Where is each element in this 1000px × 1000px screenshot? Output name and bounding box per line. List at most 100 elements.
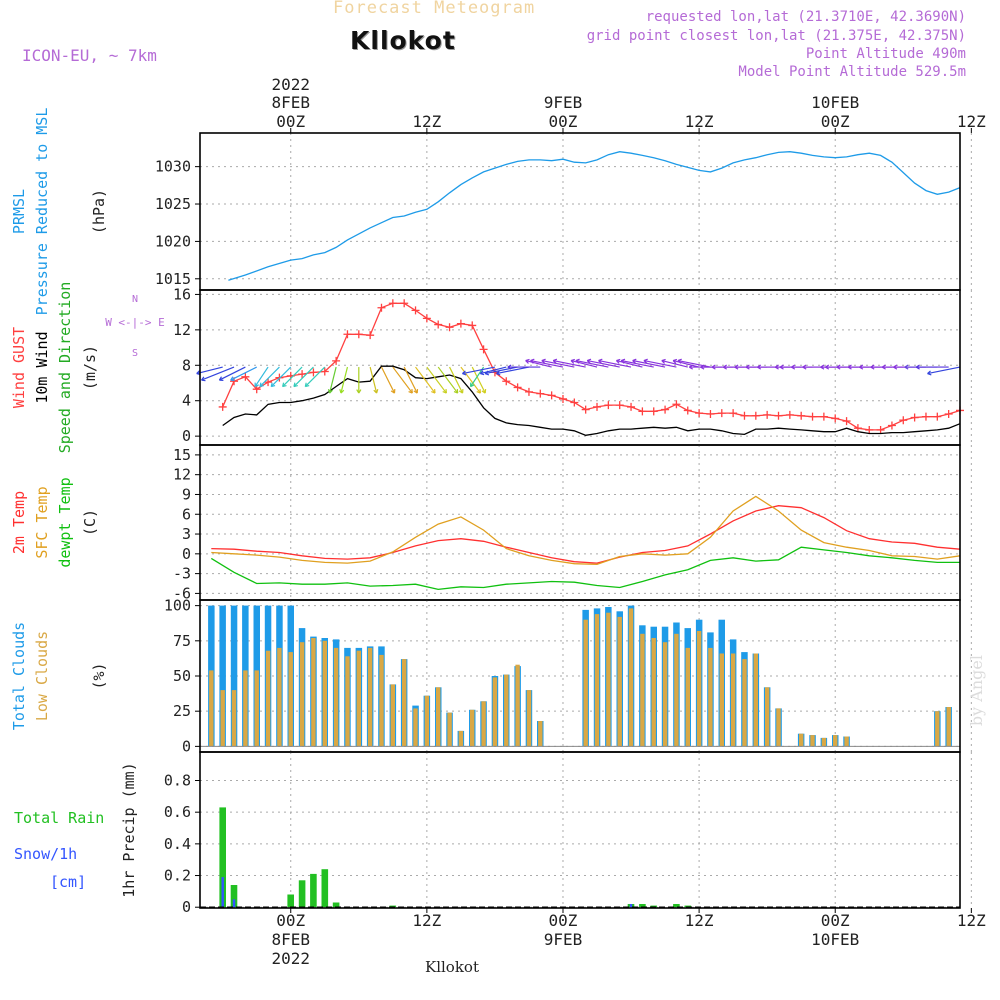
gust-marker	[831, 414, 840, 423]
wind-arrow-head	[390, 389, 396, 394]
compass-south: S	[132, 348, 138, 359]
wind-arrow-head	[570, 358, 575, 364]
low-cloud-bar	[674, 633, 679, 747]
top-date-label: 9FEB	[544, 93, 583, 112]
wind-direction-arrow	[392, 366, 413, 394]
wind-arrow-head	[530, 358, 535, 364]
low-cloud-bar	[299, 642, 305, 747]
wind-arrow-head	[270, 382, 276, 388]
wind-direction-arrow	[270, 366, 292, 387]
rain-bar	[673, 904, 680, 908]
wind-direction-arrow	[293, 366, 314, 387]
wind-arrow-head	[254, 382, 259, 388]
wind-direction-arrow	[369, 366, 378, 394]
bottom-time-label: 12Z	[685, 911, 714, 930]
low-cloud-bar	[696, 631, 702, 747]
low-cloud-bar	[481, 701, 486, 747]
y-tick-label: -3	[173, 565, 191, 583]
gust-marker	[320, 367, 329, 376]
wind-arrow-head	[774, 364, 779, 370]
rain-bar	[650, 905, 657, 908]
series-line-pressure	[228, 151, 961, 281]
low-cloud-bar	[243, 670, 248, 747]
wind-arrow-head	[218, 376, 224, 381]
bottom-date-label: 8FEB	[271, 930, 310, 949]
bottom-date-label: 9FEB	[544, 930, 583, 949]
total-cloud-bar	[219, 605, 226, 747]
gust-marker	[298, 370, 307, 379]
gust-marker	[808, 412, 817, 421]
gust-marker	[252, 385, 261, 394]
wind-direction-arrow	[541, 359, 575, 368]
gust-marker	[661, 405, 670, 414]
rain-bar	[321, 869, 329, 908]
low-cloud-bar	[504, 674, 509, 747]
gust-marker	[524, 387, 533, 396]
gust-marker	[683, 406, 692, 415]
low-cloud-bar	[719, 653, 724, 747]
low-cloud-bar	[470, 709, 475, 747]
wind-arrow-head	[643, 358, 648, 364]
gust-marker	[502, 377, 511, 386]
wind-direction-arrow	[672, 359, 700, 368]
gust-marker	[627, 402, 636, 411]
y-tick-label: 3	[182, 525, 191, 543]
gust-marker	[638, 407, 647, 416]
gust-marker	[400, 299, 409, 308]
gust-marker	[672, 400, 681, 409]
wind-arrow-head	[575, 358, 580, 364]
unit-label: (C)	[81, 509, 99, 536]
wind-arrow-head	[453, 389, 459, 394]
compass-legend: W <-|-> E	[105, 316, 165, 329]
wind-direction-arrow	[230, 366, 257, 381]
gust-marker	[536, 389, 545, 398]
wind-arrow-head	[688, 364, 694, 370]
gust-marker	[865, 425, 874, 434]
wind-arrow-head	[870, 364, 875, 370]
gust-marker	[717, 409, 726, 418]
y-tick-label: 4	[182, 392, 191, 410]
axis-label: Total Rain	[14, 809, 104, 827]
wind-direction-arrow	[282, 366, 303, 387]
low-cloud-bar	[810, 735, 815, 747]
wind-direction-arrow	[553, 359, 586, 368]
panel-temp: -6-3 0 3 6 912 15 2m Temp SFC Temp dewpt Temp (C)	[10, 444, 972, 602]
wind-direction-arrow	[661, 359, 688, 368]
y-tick-label: 25	[173, 702, 191, 720]
top-time-label: 00Z	[821, 112, 850, 131]
gust-marker	[264, 378, 273, 387]
low-cloud-bar	[935, 711, 940, 747]
forecast-title: Forecast Meteogram	[333, 0, 536, 18]
wind-arrow-head	[413, 389, 419, 394]
location-title: Kllokot	[350, 26, 456, 55]
gust-marker	[785, 410, 794, 419]
low-cloud-bar	[742, 659, 747, 747]
wind-direction-arrow	[575, 359, 609, 368]
wind-arrow-head	[881, 364, 886, 370]
panel-frame	[199, 751, 961, 909]
wind-arrow-head	[356, 389, 362, 394]
wind-arrow-head	[481, 389, 487, 394]
wind-arrow-head	[339, 389, 345, 394]
gust-marker	[445, 323, 454, 332]
wind-direction-arrow	[380, 366, 396, 394]
gust-marker	[819, 412, 828, 421]
wind-arrow-head	[586, 358, 592, 364]
top-time-label: 12Z	[685, 112, 714, 131]
gust-marker	[706, 410, 715, 418]
gust-marker	[649, 407, 658, 416]
snow-bar	[221, 877, 224, 908]
y-tick-label: 12	[173, 466, 191, 484]
wind-arrow-head	[734, 364, 739, 370]
gust-marker	[388, 299, 397, 308]
gust-marker	[581, 405, 590, 414]
gust-marker	[241, 372, 250, 381]
wind-arrow-head	[476, 389, 481, 394]
series-line-2m	[211, 505, 961, 564]
low-cloud-bar	[765, 687, 770, 747]
axis-label: [cm]	[50, 873, 86, 891]
wind-arrow-head	[677, 358, 682, 364]
wind-arrow-head	[461, 370, 467, 376]
top-time-label: 00Z	[276, 112, 305, 131]
